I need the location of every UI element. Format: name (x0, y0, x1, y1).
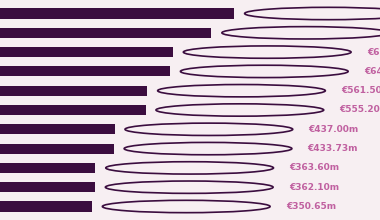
Circle shape (105, 181, 273, 193)
Text: €362.10m: €362.10m (289, 183, 339, 192)
Text: €648.50m: €648.50m (364, 67, 380, 76)
Bar (0, 86, 147, 96)
Bar (0, 144, 114, 154)
Circle shape (125, 123, 293, 136)
Circle shape (184, 46, 351, 58)
Bar (0, 202, 92, 211)
Text: €350.65m: €350.65m (286, 202, 336, 211)
Text: €555.20m: €555.20m (339, 106, 380, 114)
Bar (0, 182, 95, 192)
Bar (0, 47, 173, 57)
Text: €659.65m: €659.65m (367, 48, 380, 57)
Text: €363.60m: €363.60m (289, 163, 339, 172)
Text: €433.73m: €433.73m (307, 144, 358, 153)
Bar (0, 163, 95, 173)
Text: €437.00m: €437.00m (309, 125, 359, 134)
Circle shape (156, 104, 324, 116)
Bar (0, 66, 170, 76)
Circle shape (158, 84, 325, 97)
Circle shape (106, 162, 274, 174)
Circle shape (245, 7, 380, 20)
Bar (0, 28, 211, 38)
Circle shape (124, 142, 292, 155)
Circle shape (102, 200, 270, 213)
Bar (0, 9, 234, 18)
Bar (0, 105, 146, 115)
Circle shape (222, 27, 380, 39)
Circle shape (180, 65, 348, 78)
Text: €561.50m: €561.50m (341, 86, 380, 95)
Bar (0, 124, 114, 134)
